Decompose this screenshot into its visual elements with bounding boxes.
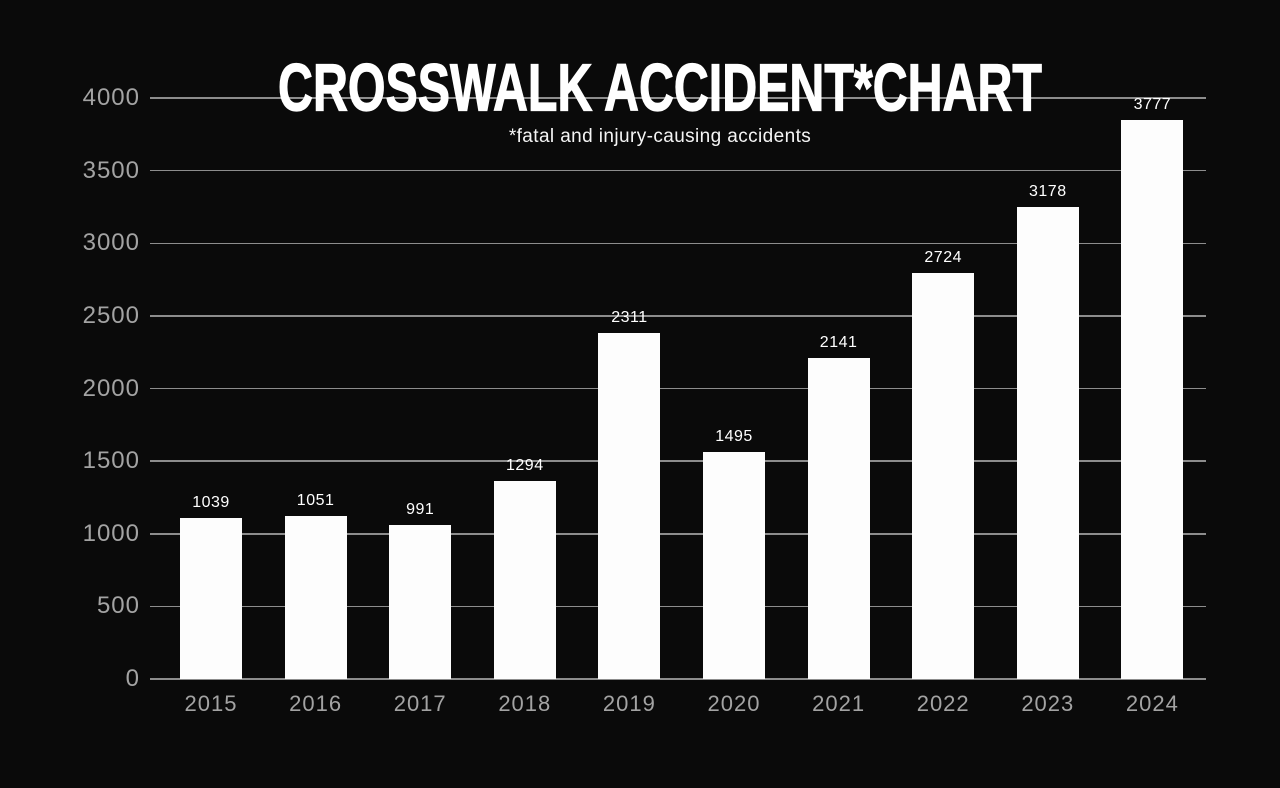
- x-tick-label: 2020: [707, 691, 761, 716]
- gridline: [150, 387, 1206, 390]
- gridline: [150, 605, 1206, 608]
- gridline: [150, 97, 1206, 99]
- y-tick-label: 0: [125, 665, 140, 692]
- x-tick-label: 2022: [916, 691, 970, 716]
- bar-value-label: 2311: [611, 309, 648, 326]
- plot-area: 1039 1051 991 1294 2311 1495 2141 2724 3178 3777: [150, 96, 1206, 680]
- x-tick-label: 2024: [1125, 691, 1179, 716]
- gridline: [150, 169, 1206, 172]
- bar-value-label: 1039: [192, 494, 230, 511]
- x-tick-label: 2021: [812, 691, 866, 716]
- gridline: [150, 533, 1206, 535]
- y-tick-label: 1500: [82, 447, 140, 475]
- bar-value-label: 2141: [819, 334, 858, 351]
- bar-2021: [807, 358, 870, 679]
- x-tick-label: 2015: [184, 691, 238, 716]
- gridline: [150, 678, 1206, 680]
- bar-2023: [1016, 207, 1079, 679]
- x-tick-label: 2019: [602, 691, 656, 716]
- y-tick-label: 500: [96, 592, 140, 620]
- y-tick-label: 3500: [82, 156, 140, 184]
- bar-2020: [703, 452, 765, 679]
- bar-value-label: 2724: [924, 249, 962, 266]
- gridline: [150, 242, 1206, 244]
- bar-value-label: 1294: [506, 457, 544, 474]
- x-tick-label: 2017: [393, 691, 447, 716]
- bar-value-label: 3777: [1133, 96, 1172, 113]
- bar-2022: [912, 273, 975, 679]
- bar-value-label: 991: [406, 501, 435, 518]
- gridline: [150, 315, 1206, 317]
- x-tick-label: 2023: [1021, 691, 1075, 716]
- bar-value-label: 1495: [715, 428, 753, 445]
- bar-2015: [180, 518, 242, 679]
- gridline: [150, 460, 1206, 462]
- bar-2016: [284, 516, 347, 679]
- bar-2019: [598, 333, 661, 679]
- y-tick-label: 4000: [82, 84, 140, 111]
- y-tick-label: 1000: [82, 519, 140, 547]
- y-tick-label: 3000: [82, 229, 140, 257]
- bar-2018: [493, 481, 556, 679]
- x-tick-label: 2018: [498, 691, 552, 716]
- y-tick-label: 2000: [82, 374, 140, 402]
- bar-value-label: 3178: [1029, 183, 1067, 200]
- bar-2017: [389, 525, 452, 679]
- x-tick-label: 2016: [289, 691, 343, 716]
- y-tick-label: 2500: [82, 301, 140, 329]
- bar-2024: [1121, 120, 1184, 679]
- bar-value-label: 1051: [296, 492, 335, 509]
